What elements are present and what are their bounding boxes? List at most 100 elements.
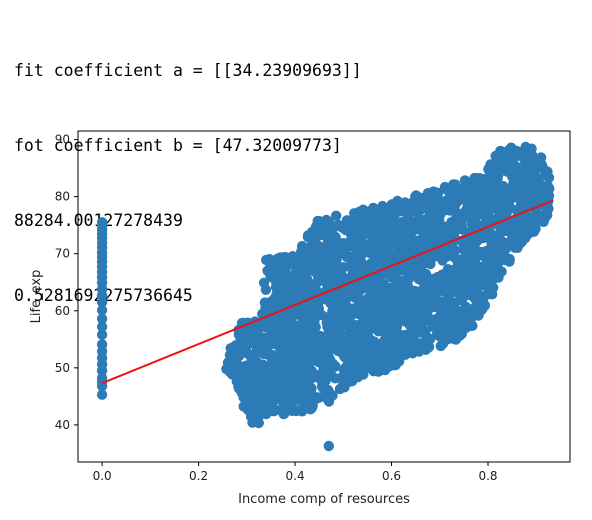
scatter-point [377,303,389,314]
scatter-point [375,277,386,288]
scatter-point [481,254,492,265]
y-axis-label: Life_exp [29,270,44,324]
scatter-point [300,263,311,274]
scatter-point [425,252,436,264]
y-tick-label: 60 [55,304,70,318]
scatter-point [398,303,409,314]
scatter-point [291,349,303,361]
scatter-point [311,268,322,279]
scatter-point [403,342,415,353]
fit-line-group [101,199,554,385]
scatter-point [309,243,320,254]
scatter-point [96,313,108,324]
scatter-point [280,261,292,272]
scatter-point [341,251,352,263]
scatter-point [315,330,326,342]
scatter-point [448,320,459,331]
scatter-point [270,299,282,310]
scatter-point [328,264,339,276]
scatter-point [434,319,445,331]
scatter-point [340,362,352,373]
scatter-point [428,273,439,285]
scatter-point [366,258,378,270]
scatter-point [96,372,108,384]
scatter-point [299,369,311,380]
scatter-point [312,346,323,358]
scatter-point [224,366,236,378]
scatter-point [265,325,277,336]
scatter-point [371,221,382,232]
scatter-point [399,197,411,208]
scatter-point [336,222,348,233]
scatter-point [382,269,393,280]
scatter-point [466,258,477,270]
scatter-point [408,238,420,250]
scatter-point [279,408,290,419]
fit-line [101,199,554,385]
scatter-point [231,341,243,352]
scatter-point [365,230,377,241]
scatter-point [406,298,417,310]
scatter-point [454,294,466,305]
scatter-point [478,272,489,283]
scatter-point [321,214,332,226]
scatter-point [453,276,465,287]
scatter-point [452,224,464,235]
scatter-point [347,326,359,338]
scatter-point [413,213,424,224]
scatter-point [499,152,510,164]
scatter-point [491,251,503,262]
scatter-point [244,383,256,394]
scatter-point [267,259,278,270]
console-output: fit coefficient a = [[34.23909693]] fot … [14,8,362,333]
scatter-point [248,412,260,423]
scatter-point [463,198,474,210]
scatter-point [430,288,441,300]
scatter-point [389,315,400,327]
scatter-point [527,185,538,197]
scatter-point [233,381,244,392]
scatter-point [497,180,509,192]
scatter-point [350,262,362,274]
scatter-point [243,404,254,416]
scatter-point [464,183,475,195]
scatter-point [431,200,442,212]
scatter-point [442,246,453,257]
axes-frame [77,130,571,463]
scatter-point [96,339,108,350]
scatter-point [333,300,344,311]
scatter-point [352,357,363,369]
scatter-point [539,214,550,225]
scatter-point [438,285,449,297]
scatter-point [297,403,308,414]
scatter-point [359,263,370,274]
scatter-point [390,354,401,365]
scatter-point [96,217,108,228]
scatter-point [383,290,394,301]
scatter-point [281,329,292,341]
scatter-point [311,285,322,297]
scatter-points [96,141,555,452]
scatter-point [521,212,532,223]
scatter-point [285,369,296,380]
scatter-point [258,364,269,375]
scatter-point [327,289,338,301]
scatter-point [379,364,391,376]
scatter-point [331,210,342,221]
scatter-point [523,228,534,239]
scatter-point [270,313,282,324]
scatter-point [513,228,524,239]
scatter-point [305,390,316,402]
x-axis-ticks: 0.0 0.2 0.4 0.6 0.8 [93,462,498,483]
y-tick-label: 90 [55,133,70,147]
y-tick-label: 80 [55,190,70,204]
scatter-point [456,325,467,336]
scatter-point [490,174,501,185]
scatter-point [441,203,452,214]
x-axis-label: Income comp of resources [238,492,410,507]
scatter-point [316,309,327,321]
scatter-point [225,349,236,360]
scatter-point [505,218,516,229]
scatter-point [343,302,354,314]
